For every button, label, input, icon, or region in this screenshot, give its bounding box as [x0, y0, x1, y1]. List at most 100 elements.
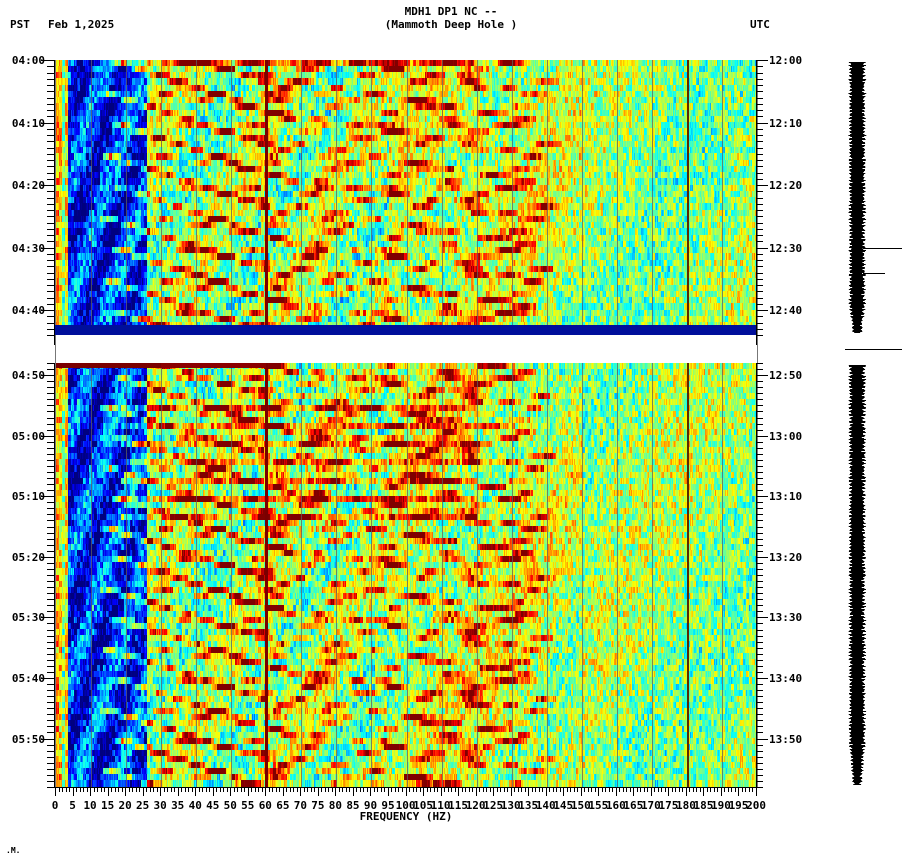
time-tick-minor-right [756, 762, 763, 764]
time-tick-minor-left [47, 147, 55, 149]
time-tick-minor-left [47, 447, 55, 449]
time-tick-minor-right [756, 178, 763, 180]
time-tick-minor-right [756, 532, 763, 534]
frequency-tick-minor [416, 787, 417, 792]
time-tick-minor-left [47, 520, 55, 522]
time-label-utc: 13:40 [769, 671, 803, 685]
time-tick-minor-right [756, 587, 763, 589]
axis-spine-left-bottom [54, 363, 55, 787]
frequency-tick-minor [153, 787, 154, 792]
frequency-tick-minor [139, 787, 140, 792]
time-tick-minor-right [756, 381, 763, 383]
time-tick-minor-left [47, 405, 55, 407]
time-label-pst: 05:40 [11, 671, 45, 685]
frequency-label: 165 [623, 799, 644, 812]
time-tick-minor-right [756, 484, 763, 486]
time-tick-minor-right [756, 465, 763, 467]
frequency-label: 200 [746, 799, 766, 812]
frequency-label: 160 [605, 799, 626, 812]
frequency-tick-minor [167, 787, 168, 792]
frequency-tick-minor [658, 787, 659, 792]
time-tick-minor-right [756, 702, 763, 704]
time-tick-major-right [756, 375, 768, 377]
frequency-tick-minor [532, 787, 533, 792]
time-tick-minor-left [47, 399, 55, 401]
frequency-tick-major [108, 787, 109, 796]
time-tick-minor-right [756, 550, 763, 552]
time-tick-minor-right [756, 72, 763, 74]
frequency-label: 170 [640, 799, 661, 812]
spectrogram-panel-bottom[interactable] [55, 363, 758, 787]
time-tick-minor-right [756, 568, 763, 570]
frequency-tick-minor [185, 787, 186, 792]
time-tick-minor-right [756, 684, 763, 686]
time-tick-minor-left [47, 278, 55, 280]
frequency-tick-minor [69, 787, 70, 792]
frequency-tick-major [616, 787, 617, 796]
time-tick-minor-right [756, 787, 763, 788]
frequency-tick-minor [374, 787, 375, 792]
time-tick-minor-right [756, 629, 763, 631]
time-tick-minor-left [47, 702, 55, 704]
time-tick-minor-right [756, 235, 763, 236]
spectrogram-panel-top[interactable] [55, 60, 758, 335]
time-tick-minor-right [756, 393, 763, 395]
time-tick-minor-left [47, 514, 55, 516]
frequency-tick-minor [87, 787, 88, 792]
time-tick-minor-left [47, 297, 55, 299]
frequency-tick-minor [448, 787, 449, 792]
frequency-tick-minor [321, 787, 322, 792]
time-tick-minor-left [47, 587, 55, 589]
frequency-label: 40 [188, 799, 202, 812]
frequency-tick-major [125, 787, 126, 796]
time-tick-major-right [756, 122, 768, 124]
frequency-tick-minor [349, 787, 350, 792]
time-tick-minor-right [756, 714, 763, 716]
time-tick-minor-right [756, 750, 763, 752]
frequency-tick-minor [661, 787, 662, 792]
frequency-tick-minor [749, 787, 750, 792]
frequency-tick-major [546, 787, 547, 796]
time-tick-minor-right [756, 581, 763, 583]
time-tick-minor-right [756, 316, 763, 318]
time-label-pst: 04:00 [11, 54, 45, 67]
time-tick-minor-left [47, 91, 55, 93]
frequency-tick-minor [675, 787, 676, 792]
frequency-tick-minor [584, 787, 585, 792]
time-tick-minor-left [47, 581, 55, 583]
frequency-tick-minor [391, 787, 392, 792]
frequency-tick-minor [293, 787, 294, 792]
frequency-tick-minor [174, 787, 175, 792]
time-tick-minor-right [756, 278, 763, 280]
time-tick-minor-right [756, 726, 763, 728]
frequency-tick-minor [465, 787, 466, 792]
frequency-tick-minor [262, 787, 263, 792]
frequency-tick-minor [346, 787, 347, 792]
spectrogram-plot[interactable] [55, 60, 758, 787]
time-tick-minor-left [47, 696, 55, 698]
axis-spine-bottom [55, 787, 757, 788]
frequency-tick-minor [83, 787, 84, 792]
frequency-tick-minor [654, 787, 655, 792]
time-tick-minor-right [756, 260, 763, 261]
time-tick-minor-left [47, 756, 55, 758]
frequency-tick-minor [216, 787, 217, 792]
frequency-tick-minor [413, 787, 414, 792]
frequency-tick-minor [451, 787, 452, 792]
time-tick-minor-right [756, 690, 763, 692]
time-tick-minor-left [47, 423, 55, 425]
frequency-tick-minor [269, 787, 270, 792]
timezone-label-right: UTC [750, 18, 770, 31]
frequency-axis: 0 5 10 15 20 25 30 35 40 45 50 55 60 65 70 75 80 85 90 95 10… [52, 787, 766, 827]
frequency-tick-minor [514, 787, 515, 792]
frequency-tick-major [493, 787, 494, 796]
frequency-tick-minor [150, 787, 151, 792]
frequency-tick-minor [223, 787, 224, 792]
frequency-tick-minor [104, 787, 105, 792]
frequency-tick-minor [682, 787, 683, 792]
time-label-pst: 04:30 [11, 241, 45, 255]
time-tick-major-left [41, 185, 55, 186]
frequency-label: 130 [500, 799, 521, 812]
frequency-tick-major [90, 787, 91, 796]
time-tick-major-left [41, 60, 55, 61]
